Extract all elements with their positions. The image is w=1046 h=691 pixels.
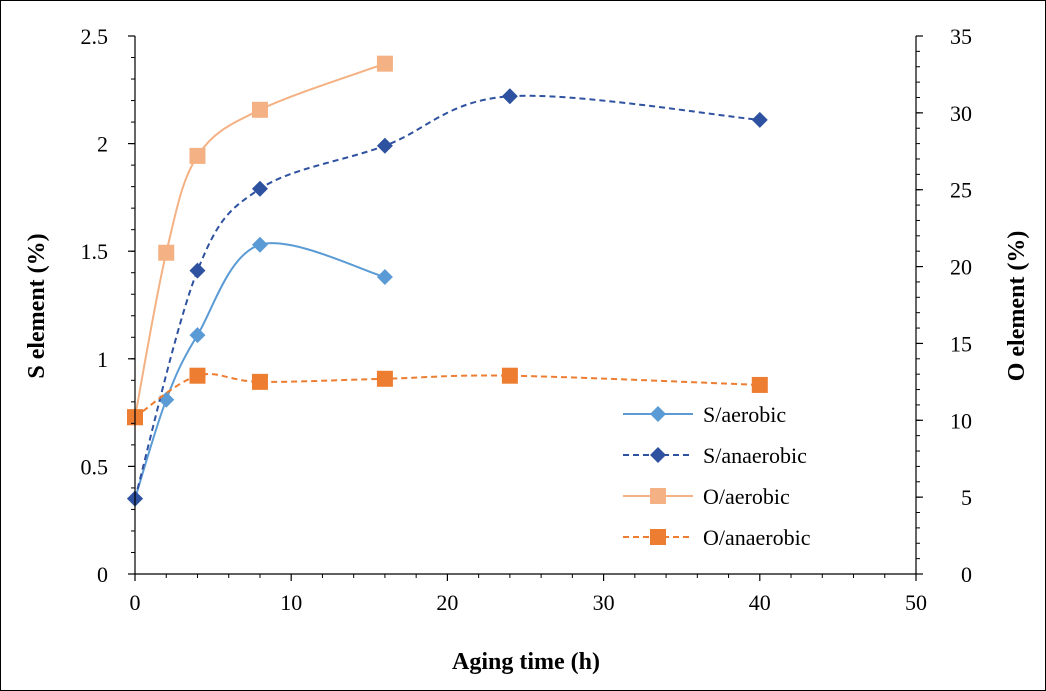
x-tick-label: 30 <box>593 590 615 615</box>
series-line <box>134 373 760 419</box>
x-tick-label: 0 <box>130 590 141 615</box>
data-point <box>189 327 206 344</box>
data-point <box>189 147 206 164</box>
y-axis-title: S element (%) <box>24 233 50 378</box>
series-line <box>134 242 386 499</box>
legend-item: O/anaerobic <box>623 525 811 550</box>
data-point <box>376 137 393 154</box>
legend-marker <box>650 447 666 463</box>
legend-marker <box>650 529 666 545</box>
legend-item: S/aerobic <box>623 402 786 427</box>
x-tick-label: 40 <box>749 590 771 615</box>
y2-tick-label: 20 <box>950 255 972 280</box>
y-tick-label: 2.5 <box>81 24 109 49</box>
y-tick-label: 2 <box>97 132 108 157</box>
y2-tick-label: 5 <box>961 485 972 510</box>
y2-tick-label: 25 <box>950 178 972 203</box>
y-tick-label: 0.5 <box>81 454 109 479</box>
plot-area <box>127 55 768 507</box>
data-point <box>158 244 175 261</box>
series-o-anaerobic <box>127 367 768 426</box>
y-tick-label: 0 <box>97 562 108 587</box>
y2-tick-label: 0 <box>961 562 972 587</box>
legend-marker <box>650 488 666 504</box>
data-point <box>751 376 768 393</box>
y-tick-label: 1.5 <box>81 239 109 264</box>
legend-label: S/anaerobic <box>703 443 807 468</box>
data-point <box>501 367 518 384</box>
legend-item: S/anaerobic <box>623 443 807 468</box>
data-point <box>251 101 268 118</box>
data-point <box>376 269 393 286</box>
x-tick-label: 50 <box>905 590 927 615</box>
x-tick-label: 10 <box>280 590 302 615</box>
data-point <box>376 55 393 72</box>
series-s-anaerobic <box>127 88 768 507</box>
series-line <box>134 94 760 499</box>
y2-tick-label: 15 <box>950 331 972 356</box>
x-tick-label: 20 <box>436 590 458 615</box>
axes: 0 10 20 30 40 50 0 0.5 1 1.5 2 2.5 0 5 10 15 20 25 30 35 <box>81 24 973 615</box>
x-axis-title: Aging time (h) <box>452 649 600 675</box>
legend-label: O/anaerobic <box>703 525 811 550</box>
data-point <box>251 236 268 253</box>
y2-tick-label: 35 <box>950 24 972 49</box>
data-point <box>376 370 393 387</box>
y2-tick-label: 30 <box>950 101 972 126</box>
data-point <box>251 180 268 197</box>
data-point <box>189 262 206 279</box>
y2-axis-title: O element (%) <box>1004 231 1030 382</box>
legend-marker <box>650 406 666 422</box>
legend-label: O/aerobic <box>703 484 790 509</box>
y-tick-label: 1 <box>97 347 108 372</box>
data-point <box>501 88 518 105</box>
legend-label: S/aerobic <box>703 402 786 427</box>
legend: S/aerobic S/anaerobic O/aerobic O/anaerobic <box>623 402 811 550</box>
data-point <box>251 373 268 390</box>
legend-item: O/aerobic <box>623 484 790 509</box>
data-point <box>189 367 206 384</box>
data-point <box>751 111 768 128</box>
y2-tick-label: 10 <box>950 408 972 433</box>
